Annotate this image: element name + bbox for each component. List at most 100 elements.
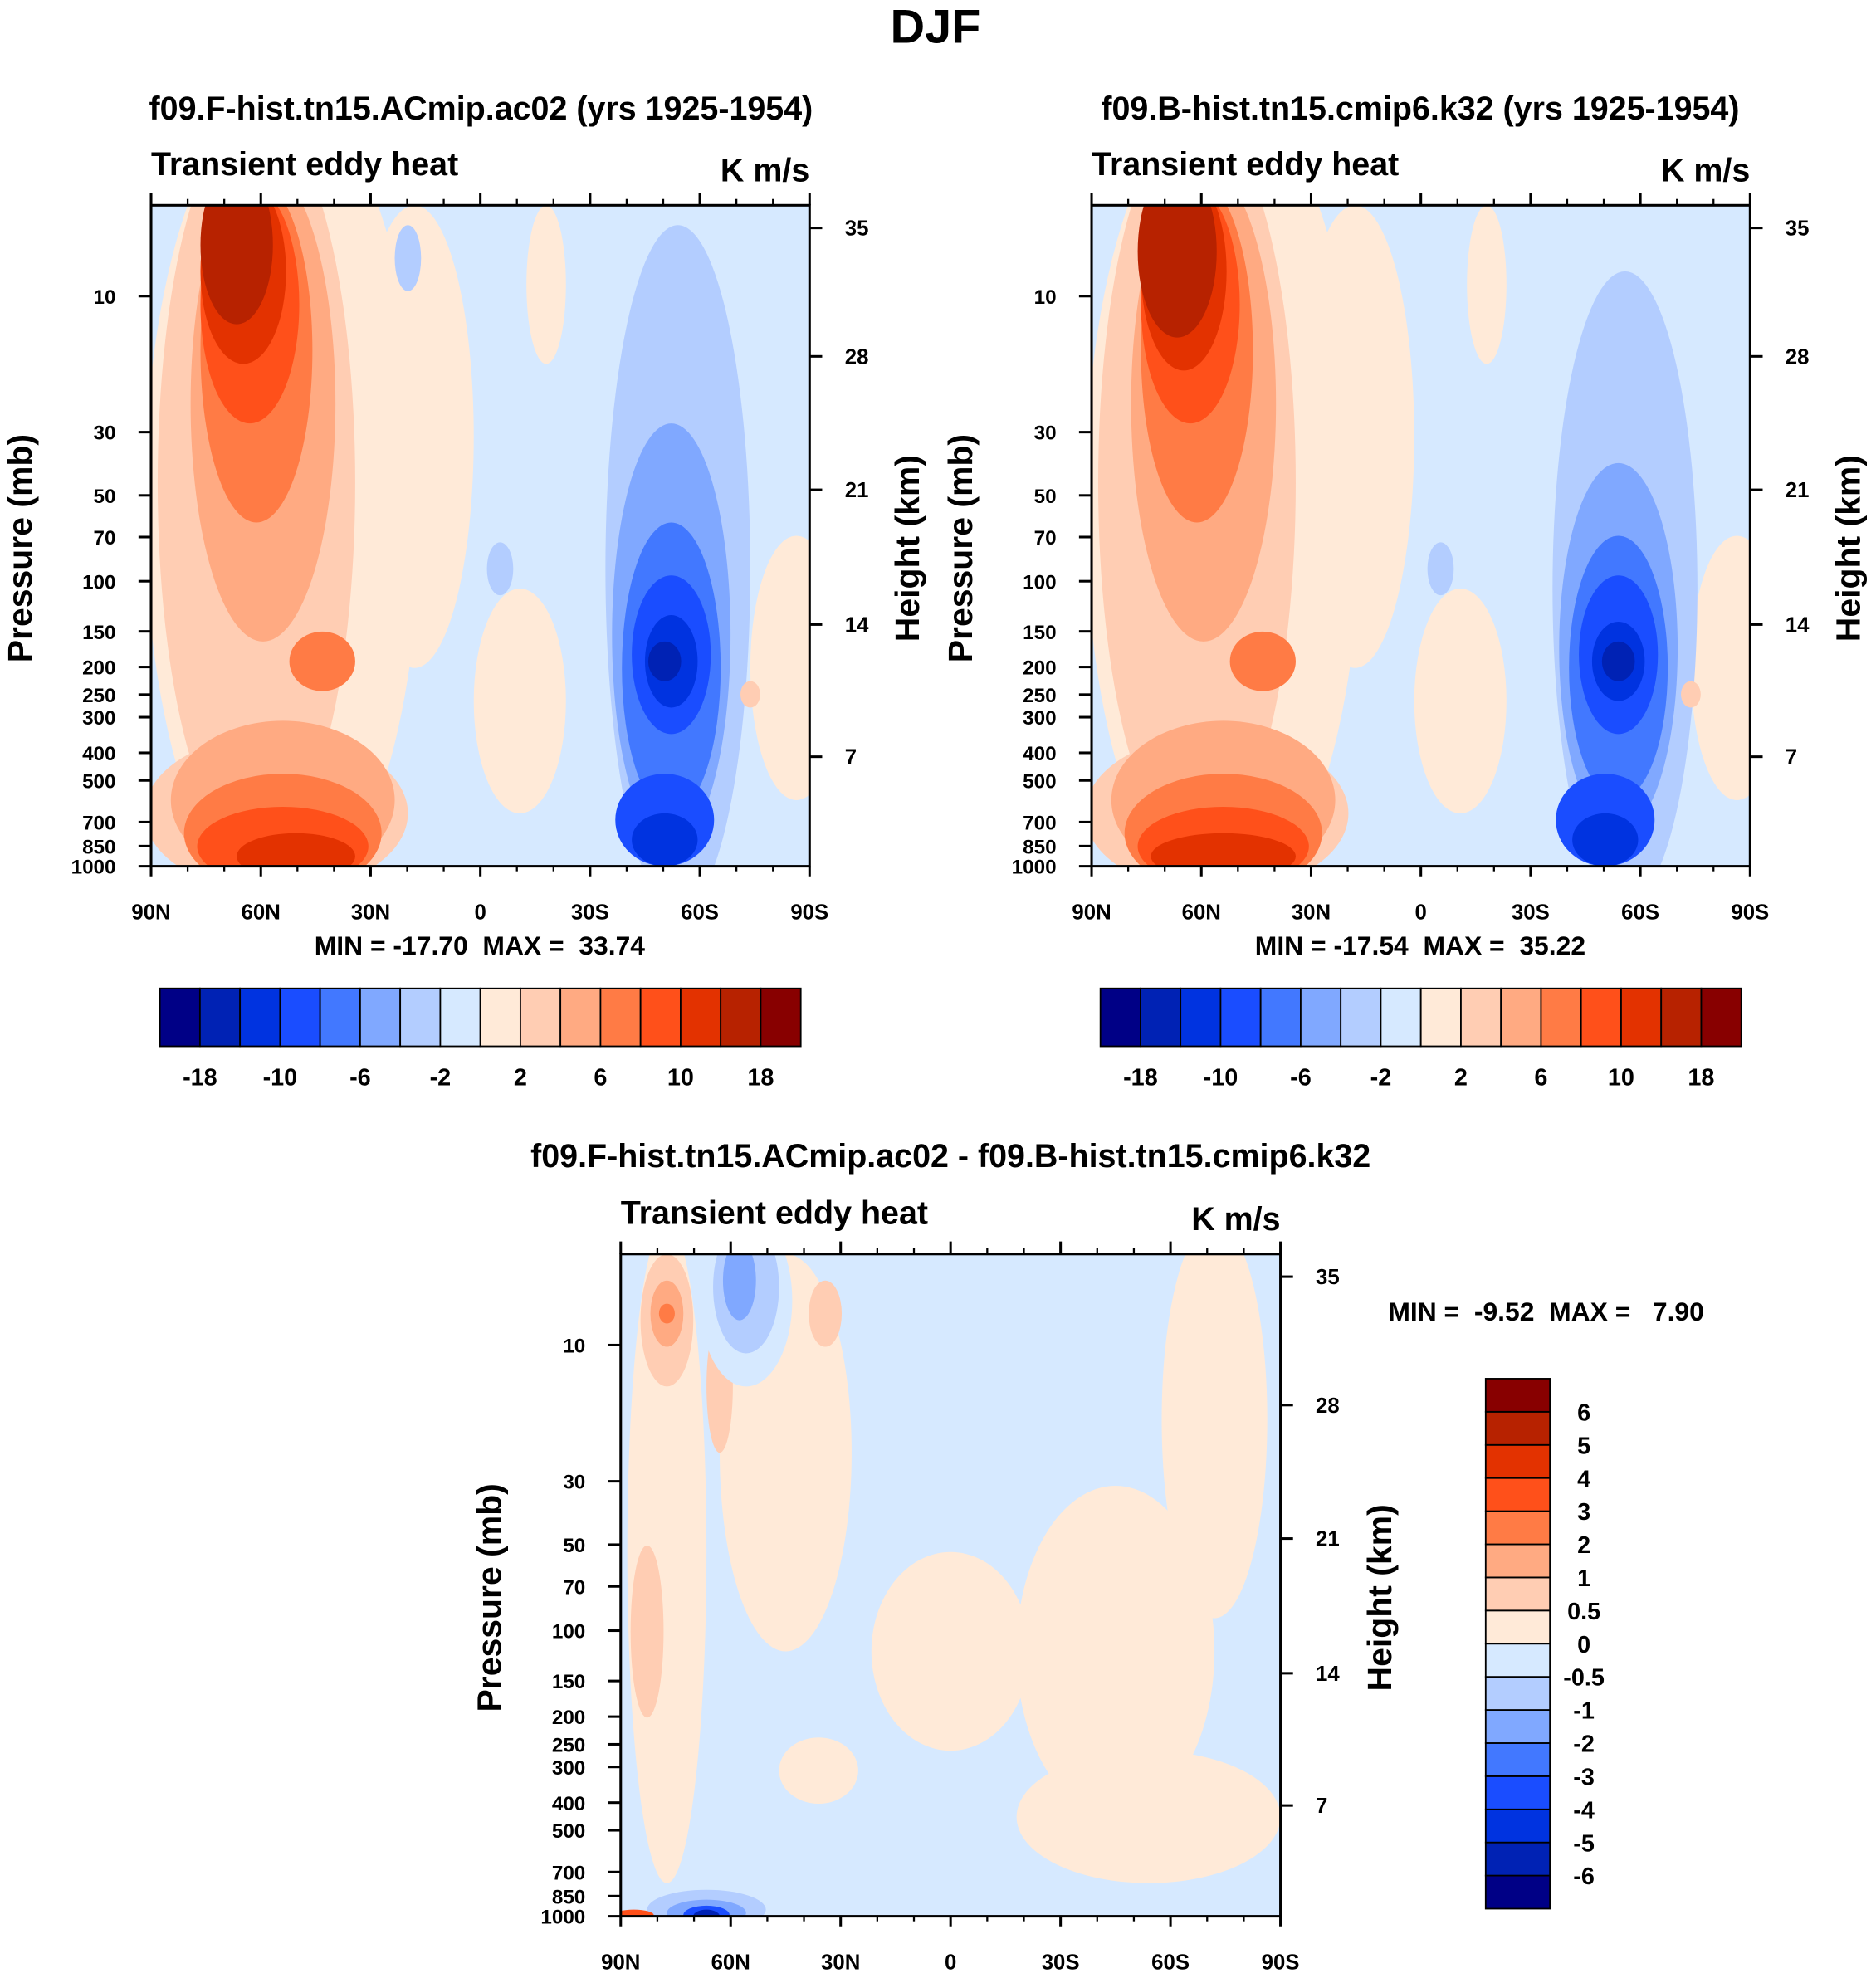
colorbar-swatch	[1484, 1676, 1551, 1711]
contour-region	[627, 1253, 707, 1883]
colorbar-label: 10	[667, 1065, 694, 1092]
contour-region	[620, 1909, 654, 1917]
colorbar-label: 2	[1577, 1532, 1590, 1559]
min-max-label: MIN = -17.70 MAX = 33.74	[315, 930, 646, 960]
right-string: K m/s	[1661, 152, 1750, 188]
colorbar-swatch	[1484, 1443, 1551, 1479]
colorbar-swatch	[1484, 1643, 1551, 1678]
colorbar: -18 -10 -6 -2 2 6 10 18	[159, 987, 802, 1092]
colorbar-label: -18	[183, 1065, 217, 1092]
colorbar-swatch	[1540, 987, 1582, 1048]
height-tick-label: 21	[1786, 479, 1810, 502]
contour-region	[1414, 589, 1507, 813]
x-tick-label: 30N	[821, 1951, 860, 1974]
x-tick-label: 60N	[1182, 901, 1221, 924]
y-tick-label: 300	[552, 1757, 585, 1780]
y-tick-label: 250	[82, 685, 115, 707]
y-tick-label: 300	[82, 707, 115, 730]
height-tick-label: 14	[845, 613, 869, 637]
colorbar-swatch	[1099, 987, 1141, 1048]
x-tick-label: 60S	[1151, 1951, 1190, 1974]
colorbar-swatch	[720, 987, 762, 1048]
colorbar-label: -6	[1573, 1863, 1595, 1890]
colorbar-swatch	[1419, 987, 1462, 1048]
colorbar-swatch	[760, 987, 802, 1048]
contour-region	[809, 1280, 843, 1347]
colorbar-label: 4	[1577, 1466, 1590, 1492]
y-tick-label: 30	[94, 422, 116, 445]
colorbar-label: -2	[1573, 1731, 1595, 1758]
height-tick-label: 14	[1316, 1663, 1340, 1686]
colorbar-label: -10	[1204, 1065, 1238, 1092]
x-tick-label: 0	[945, 1951, 956, 1974]
y-axis-label: Pressure (mb)	[471, 1483, 509, 1712]
contour-region	[647, 641, 682, 681]
colorbar-label: -1	[1573, 1698, 1595, 1725]
y-tick-label: 700	[1023, 813, 1056, 835]
y-tick-label: 10	[563, 1336, 585, 1358]
left-string: Transient eddy heat	[1092, 146, 1399, 183]
y-axis-label-right: Height (km)	[1361, 1504, 1399, 1691]
colorbar-swatch	[159, 987, 201, 1048]
colorbar-label: -2	[430, 1065, 452, 1092]
y-tick-label: 850	[552, 1886, 585, 1908]
colorbar-label: 18	[1688, 1065, 1714, 1092]
y-tick-label: 150	[82, 622, 115, 644]
y-axis-label: Pressure (mb)	[941, 434, 980, 662]
colorbar-swatch	[1660, 987, 1703, 1048]
y-tick-label: 200	[1023, 657, 1056, 680]
y-tick-label: 700	[552, 1862, 585, 1884]
contour-region	[1016, 1751, 1281, 1883]
y-axis-label-right: Height (km)	[888, 455, 926, 642]
colorbar-label: 10	[1608, 1065, 1634, 1092]
colorbar-swatch	[1580, 987, 1622, 1048]
colorbar-label: 0	[1577, 1632, 1590, 1658]
colorbar-swatch	[1300, 987, 1342, 1048]
height-tick-label: 28	[1316, 1394, 1340, 1418]
contour-region	[1690, 535, 1751, 800]
contour-region	[871, 1551, 1030, 1751]
y-tick-label: 100	[1023, 571, 1056, 593]
colorbar-swatch	[479, 987, 521, 1048]
colorbar-swatch	[1180, 987, 1222, 1048]
y-tick-label: 500	[1023, 770, 1056, 793]
contour-region	[1161, 1253, 1268, 1619]
height-tick-label: 7	[845, 746, 857, 769]
colorbar-swatch	[1620, 987, 1663, 1048]
y-tick-label: 70	[1034, 527, 1057, 549]
colorbar-label: 2	[1454, 1065, 1468, 1092]
colorbar-swatch	[319, 987, 361, 1048]
y-axis-label-right: Height (km)	[1829, 455, 1867, 642]
y-tick-label: 100	[82, 571, 115, 593]
panel-title: f09.F-hist.tn15.ACmip.ac02 - f09.B-hist.…	[530, 1138, 1370, 1175]
colorbar: 6 5 4 3 2 1 0.5 0 -0.5 -1 -2 -3 -4 -5 -6	[1484, 1378, 1605, 1910]
colorbar-label: -6	[1290, 1065, 1312, 1092]
colorbar-label: 5	[1577, 1433, 1590, 1459]
colorbar-swatch	[359, 987, 402, 1048]
y-tick-label: 700	[82, 813, 115, 835]
colorbar-swatch	[1484, 1775, 1551, 1810]
x-tick-label: 90S	[1262, 1951, 1300, 1974]
colorbar-swatch	[1259, 987, 1302, 1048]
height-tick-label: 35	[845, 217, 869, 241]
y-tick-label: 70	[563, 1576, 585, 1599]
x-tick-label: 60S	[681, 901, 719, 924]
contour-region	[1229, 631, 1296, 691]
contour-region	[750, 535, 810, 800]
y-tick-label: 30	[563, 1472, 585, 1494]
panel-3: f09.F-hist.tn15.ACmip.ac02 - f09.B-hist.…	[471, 1138, 1704, 1974]
colorbar-label: -2	[1370, 1065, 1392, 1092]
contour-region	[1137, 205, 1217, 338]
x-tick-label: 30S	[571, 901, 609, 924]
y-axis-label: Pressure (mb)	[1, 434, 39, 662]
colorbar-swatch	[1484, 1709, 1551, 1744]
contour-region	[237, 833, 355, 867]
x-tick-label: 90S	[790, 901, 828, 924]
contour-region	[1572, 813, 1639, 867]
contour-region	[1467, 205, 1507, 364]
x-tick-label: 60N	[242, 901, 281, 924]
page-title: DJF	[891, 1, 981, 54]
colorbar-label: -18	[1123, 1065, 1158, 1092]
colorbar-swatch	[599, 987, 642, 1048]
